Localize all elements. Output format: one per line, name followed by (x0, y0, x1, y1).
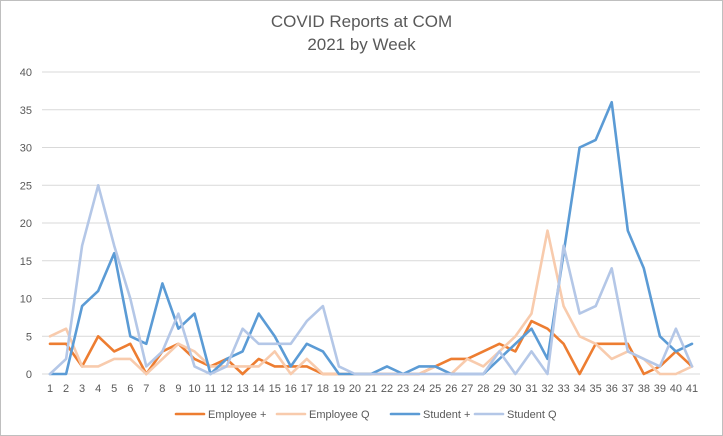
x-tick-label: 26 (445, 383, 457, 395)
x-tick-label: 35 (590, 383, 602, 395)
x-tick-label: 40 (670, 383, 682, 395)
x-tick-label: 13 (236, 383, 248, 395)
y-tick-label: 0 (26, 369, 32, 381)
x-tick-label: 36 (606, 383, 618, 395)
x-tick-label: 21 (365, 383, 377, 395)
series-line-student-plus (48, 100, 694, 376)
y-tick-label: 10 (20, 294, 32, 306)
x-tick-label: 6 (127, 383, 133, 395)
x-tick-label: 25 (429, 383, 441, 395)
x-tick-label: 30 (509, 383, 521, 395)
x-tick-label: 20 (349, 383, 361, 395)
y-tick-label: 25 (20, 180, 32, 192)
x-tick-label: 12 (220, 383, 232, 395)
series-line-employee-q (48, 229, 694, 376)
x-tick-label: 38 (638, 383, 650, 395)
y-tick-label: 35 (20, 105, 32, 117)
chart-subtitle: 2021 by Week (307, 35, 416, 54)
series-line-student-q (48, 184, 694, 376)
y-tick-label: 20 (20, 218, 32, 230)
x-tick-label: 1 (47, 383, 53, 395)
x-tick-label: 23 (397, 383, 409, 395)
x-tick-label: 28 (477, 383, 489, 395)
x-tick-label: 7 (143, 383, 149, 395)
x-tick-label: 16 (285, 383, 297, 395)
x-tick-label: 33 (557, 383, 569, 395)
legend-label-student-q: Student Q (507, 409, 557, 421)
chart-title-block: COVID Reports at COM 2021 by Week (0, 10, 723, 56)
legend-label-employee-plus: Employee + (208, 409, 266, 421)
x-tick-label: 32 (541, 383, 553, 395)
legend-label-employee-q: Employee Q (309, 409, 370, 421)
x-tick-label: 29 (493, 383, 505, 395)
x-tick-label: 9 (175, 383, 181, 395)
y-tick-label: 5 (26, 331, 32, 343)
x-tick-label: 39 (654, 383, 666, 395)
x-tick-label: 8 (159, 383, 165, 395)
x-tick-label: 11 (205, 383, 216, 395)
x-tick-label: 41 (686, 383, 698, 395)
x-tick-label: 15 (269, 383, 281, 395)
y-tick-label: 15 (20, 256, 32, 268)
x-tick-label: 19 (333, 383, 345, 395)
x-tick-label: 27 (461, 383, 473, 395)
x-tick-label: 3 (79, 383, 85, 395)
y-tick-label: 30 (20, 143, 32, 155)
x-tick-label: 5 (111, 383, 117, 395)
x-tick-label: 22 (381, 383, 393, 395)
x-tick-label: 31 (525, 383, 537, 395)
x-tick-label: 4 (95, 383, 101, 395)
x-tick-label: 18 (317, 383, 329, 395)
x-tick-label: 10 (188, 383, 200, 395)
y-tick-label: 40 (20, 67, 32, 79)
x-tick-label: 24 (413, 383, 425, 395)
x-tick-label: 14 (253, 383, 265, 395)
x-tick-label: 2 (63, 383, 69, 395)
x-tick-label: 17 (301, 383, 313, 395)
legend-label-student-plus: Student + (423, 409, 470, 421)
x-tick-label: 37 (622, 383, 634, 395)
x-tick-label: 34 (574, 383, 586, 395)
chart-title: COVID Reports at COM (270, 12, 453, 31)
